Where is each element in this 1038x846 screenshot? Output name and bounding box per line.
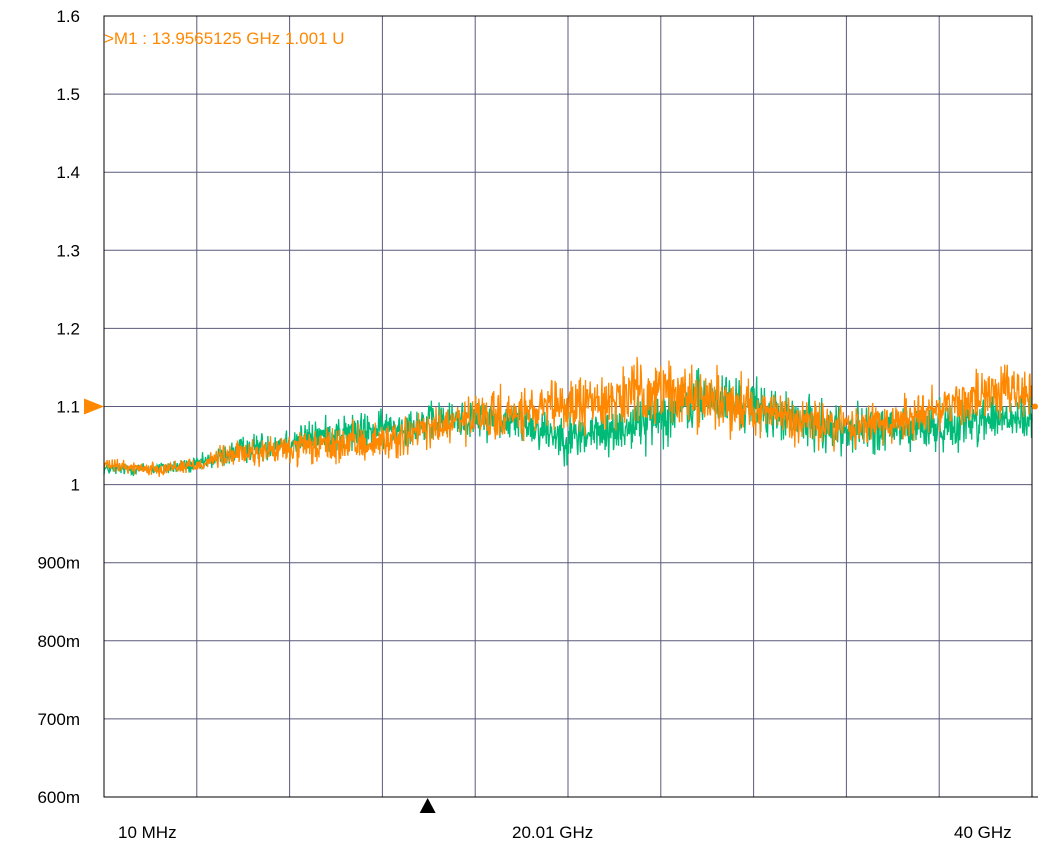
y-tick-label: 1.1 bbox=[56, 398, 80, 417]
x-tick-start: 10 MHz bbox=[118, 823, 177, 842]
marker-readout: >M1 : 13.9565125 GHz 1.001 U bbox=[104, 29, 345, 48]
reference-level-right-dot-icon bbox=[1032, 403, 1038, 410]
y-tick-label: 1.5 bbox=[56, 85, 80, 104]
reference-level-left-arrow-icon bbox=[84, 398, 104, 415]
marker-triangle-icon[interactable] bbox=[419, 798, 436, 813]
y-tick-label: 700m bbox=[37, 710, 80, 729]
y-tick-label: 900m bbox=[37, 554, 80, 573]
y-tick-label: 1.4 bbox=[56, 163, 80, 182]
y-tick-label: 1.3 bbox=[56, 241, 80, 260]
grid bbox=[104, 16, 1032, 797]
x-tick-stop: 40 GHz bbox=[954, 823, 1012, 842]
trace-green bbox=[103, 368, 1033, 477]
y-tick-labels: 1.6 1.5 1.4 1.3 1.2 1.1 1 900m 800m 700m 600m bbox=[37, 7, 80, 807]
y-tick-label: 800m bbox=[37, 632, 80, 651]
y-tick-label: 600m bbox=[37, 788, 80, 807]
trace-orange bbox=[103, 356, 1033, 477]
traces bbox=[103, 356, 1033, 477]
x-tick-labels: 10 MHz 20.01 GHz 40 GHz bbox=[118, 823, 1012, 842]
x-tick-center: 20.01 GHz bbox=[512, 823, 593, 842]
y-tick-label: 1.6 bbox=[56, 7, 80, 26]
y-tick-label: 1.2 bbox=[56, 319, 80, 338]
y-tick-label: 1 bbox=[71, 476, 80, 495]
